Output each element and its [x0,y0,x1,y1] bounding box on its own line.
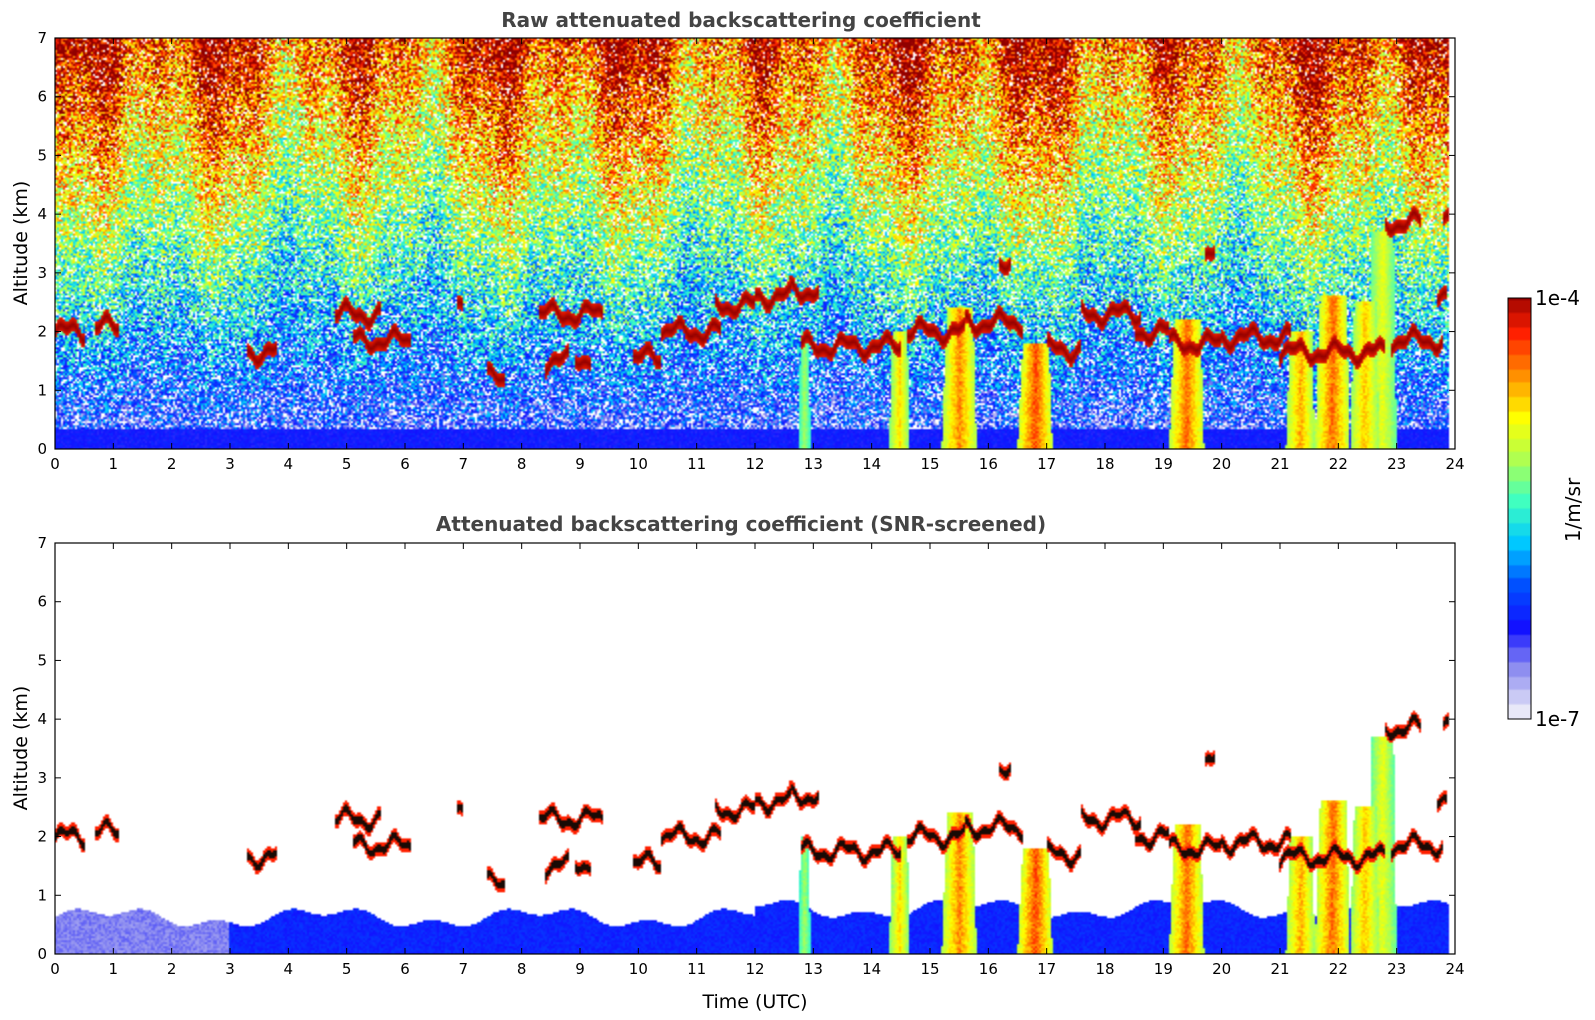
x-tick-label: 15 [920,960,939,978]
top-panel-heatmap [55,38,1455,449]
x-tick-label: 24 [1445,455,1464,473]
x-tick-label: 14 [862,960,881,978]
x-tick-label: 7 [459,960,469,978]
x-tick-label: 21 [1270,960,1289,978]
x-tick-label: 8 [517,455,527,473]
x-tick-label: 24 [1445,960,1464,978]
x-tick-label: 2 [167,960,177,978]
x-tick-label: 17 [1037,960,1056,978]
y-tick-label: 1 [37,886,47,904]
y-tick-label: 5 [37,146,47,164]
x-tick-label: 7 [459,455,469,473]
x-tick-label: 1 [109,960,119,978]
bottom-panel-heatmap [55,543,1455,954]
x-tick-label: 2 [167,455,177,473]
y-tick-label: 4 [37,710,47,728]
colorbar-gradient [1508,298,1531,719]
x-tick-label: 6 [400,455,410,473]
y-tick-label: 2 [37,323,47,341]
x-tick-label: 16 [979,455,998,473]
x-tick-label: 4 [284,455,294,473]
x-tick-label: 14 [862,455,881,473]
y-tick-label: 3 [37,769,47,787]
x-tick-label: 11 [687,960,706,978]
bottom-panel-title: Attenuated backscattering coefficient (S… [436,512,1046,536]
x-tick-label: 15 [920,455,939,473]
colorbar-max-label: 1e-4 [1535,286,1580,310]
x-tick-label: 19 [1154,960,1173,978]
x-tick-label: 3 [225,455,235,473]
x-tick-label: 5 [342,455,352,473]
x-tick-label: 18 [1095,960,1114,978]
x-tick-label: 20 [1212,960,1231,978]
x-tick-label: 12 [745,960,764,978]
x-tick-label: 22 [1329,455,1348,473]
y-tick-label: 6 [37,593,47,611]
x-tick-label: 5 [342,960,352,978]
x-tick-label: 13 [804,960,823,978]
x-tick-label: 1 [109,455,119,473]
x-tick-label: 21 [1270,455,1289,473]
x-tick-label: 19 [1154,455,1173,473]
bottom-panel: Attenuated backscattering coefficient (S… [10,512,1465,1013]
x-tick-label: 18 [1095,455,1114,473]
top-panel-title: Raw attenuated backscattering coefficien… [501,8,981,32]
x-tick-label: 17 [1037,455,1056,473]
colorbar-frame [1507,297,1532,720]
x-tick-label: 23 [1387,455,1406,473]
colorbar: 1e-4 1e-7 1/m/sr [1507,286,1585,731]
bottom-panel-ticks: 0 1 2 3 4 5 6 7 8 9 10 11 12 13 14 15 16 17 18 19 20 21 22 23 24… [37,534,1464,978]
x-tick-label: 10 [629,455,648,473]
x-tick-label: 23 [1387,960,1406,978]
x-tick-label: 13 [804,455,823,473]
y-tick-label: 2 [37,828,47,846]
x-tick-label: 16 [979,960,998,978]
y-tick-label: 3 [37,264,47,282]
top-panel-ylabel: Altitude (km) [10,181,32,306]
x-tick-label: 11 [687,455,706,473]
x-tick-label: 22 [1329,960,1348,978]
x-tick-label: 12 [745,455,764,473]
top-panel: Raw attenuated backscattering coefficien… [10,8,1465,473]
y-tick-label: 0 [37,440,47,458]
x-tick-label: 8 [517,960,527,978]
x-tick-label: 0 [50,960,60,978]
bottom-panel-xlabel: Time (UTC) [701,991,807,1013]
x-tick-label: 6 [400,960,410,978]
y-tick-label: 0 [37,945,47,963]
y-tick-label: 5 [37,651,47,669]
colorbar-min-label: 1e-7 [1535,707,1580,731]
y-tick-label: 4 [37,205,47,223]
x-tick-label: 3 [225,960,235,978]
y-tick-label: 1 [37,381,47,399]
colorbar-unit-label: 1/m/sr [1561,477,1585,542]
x-tick-label: 10 [629,960,648,978]
x-tick-label: 20 [1212,455,1231,473]
y-tick-label: 7 [37,29,47,47]
y-tick-label: 6 [37,88,47,106]
x-tick-label: 9 [575,960,585,978]
x-tick-label: 4 [284,960,294,978]
top-panel-ticks: 0 1 2 3 4 5 6 7 8 9 10 11 12 13 14 15 16 17 18 19 20 21 22 23 24… [37,29,1464,473]
bottom-panel-ylabel: Altitude (km) [10,686,32,811]
y-tick-label: 7 [37,534,47,552]
x-tick-label: 0 [50,455,60,473]
x-tick-label: 9 [575,455,585,473]
